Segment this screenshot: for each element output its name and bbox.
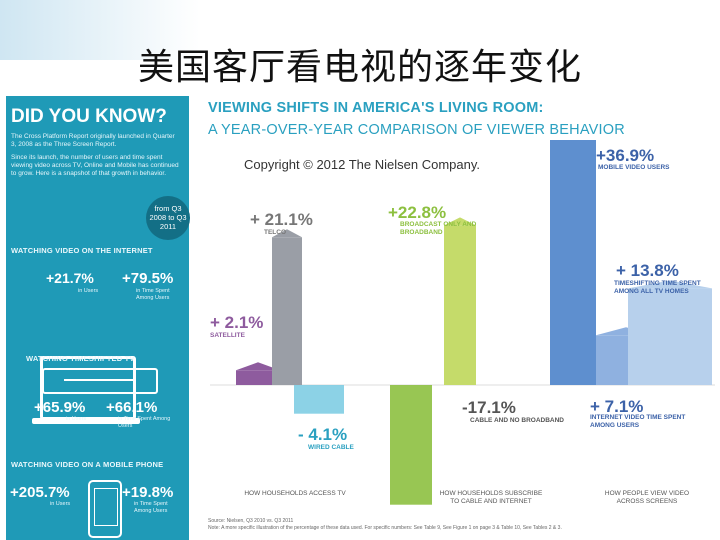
source-note: Source: Nielsen, Q3 2010 vs. Q3 2011 Not…	[208, 518, 708, 532]
value-label-2-1: + 7.1%	[590, 397, 644, 416]
bar-roof-1-1	[444, 217, 476, 226]
note-text: Note: A more specific illustration of th…	[208, 525, 562, 531]
mobile-users-label: in Users	[50, 501, 71, 507]
timeshift-users-value: +65.9%	[34, 399, 86, 416]
bar-0-0	[236, 370, 280, 385]
panel-intro: The Cross Platform Report originally lau…	[11, 133, 179, 183]
value-label-0-2: - 4.1%	[298, 425, 348, 444]
value-label-1-0: -17.1%	[462, 398, 516, 417]
slide-title: 美国客厅看电视的逐年变化	[137, 47, 582, 88]
internet-time-value: +79.5%	[122, 270, 174, 287]
group-label-0: HOW HOUSEHOLDS ACCESS TV	[244, 490, 346, 497]
viewing-shifts-chart	[210, 140, 715, 505]
value-label-0-0: + 2.1%	[210, 313, 264, 332]
bar-roof-2-2	[628, 280, 712, 289]
internet-users-value: +21.7%	[46, 270, 94, 286]
bar-0-2	[294, 385, 344, 414]
laptop-base-icon	[32, 418, 140, 424]
copyright-notice: Copyright © 2012 The Nielsen Company.	[244, 157, 480, 172]
caption-0-1: TELCO	[264, 229, 287, 236]
corner-decoration	[0, 0, 200, 60]
group-label-1: HOW HOUSEHOLDS SUBSCRIBE TO CABLE AND IN…	[439, 490, 543, 505]
bar-roof-0-0	[236, 362, 280, 371]
timeshift-users-label: in Users	[66, 416, 87, 422]
chart-title: VIEWING SHIFTS IN AMERICA'S LIVING ROOM:	[208, 100, 544, 116]
section-title-mobile: WATCHING VIDEO ON A MOBILE PHONE	[11, 460, 164, 469]
bar-0-1	[272, 237, 302, 385]
value-label-2-0: +36.9%	[596, 146, 655, 165]
caption-1-0: CABLE AND NO BROADBAND	[470, 417, 565, 424]
source-text: Source: Nielsen, Q3 2010 vs. Q3 2011	[208, 518, 294, 524]
bar-2-0	[550, 140, 596, 385]
bar-2-2	[628, 288, 712, 385]
caption-0-2: WIRED CABLE	[308, 444, 354, 451]
caption-0-0: SATELLITE	[210, 332, 245, 339]
timeshift-time-value: +66.1%	[106, 399, 158, 416]
section-title-timeshifted: WATCHING TIMESHIFTED TV	[26, 354, 135, 363]
caption-1-1: BROADCAST ONLY AND BROADBAND	[400, 221, 477, 236]
caption-2-1: INTERNET VIDEO TIME SPENT AMONG USERS	[590, 414, 686, 429]
panel-heading: DID YOU KNOW?	[11, 106, 167, 127]
did-you-know-panel: DID YOU KNOW? The Cross Platform Report …	[6, 96, 190, 540]
timeshift-time-label: in Time Spent Among Users	[118, 416, 171, 429]
chart-subtitle: A YEAR-OVER-YEAR COMPARISON OF VIEWER BE…	[208, 122, 625, 138]
value-label-2-2: + 13.8%	[616, 261, 679, 280]
mobile-time-label: in Time Spent Among Users	[134, 501, 168, 514]
dvr-icon	[42, 368, 158, 394]
bar-roof-0-1	[272, 229, 302, 238]
bar-1-1	[444, 225, 476, 385]
intro-paragraph-1: The Cross Platform Report originally lau…	[11, 133, 175, 148]
intro-paragraph-2: Since its launch, the number of users an…	[11, 154, 179, 177]
period-badge: from Q3 2008 to Q3 2011	[146, 196, 190, 240]
group-label-2: HOW PEOPLE VIEW VIDEO ACROSS SCREENS	[604, 490, 690, 505]
mobile-users-value: +205.7%	[10, 484, 70, 501]
phone-icon	[88, 480, 122, 538]
caption-2-0: MOBILE VIDEO USERS	[598, 164, 670, 171]
section-title-internet: WATCHING VIDEO ON THE INTERNET	[11, 246, 153, 255]
value-label-0-1: + 21.1%	[250, 210, 313, 229]
internet-time-label: in Time Spent Among Users	[136, 288, 170, 301]
mobile-time-value: +19.8%	[122, 484, 174, 501]
caption-2-2: TIMESHIFTING TIME SPENT AMONG ALL TV HOM…	[614, 280, 701, 295]
bar-1-0	[390, 385, 432, 505]
internet-users-label: in Users	[78, 288, 99, 294]
value-label-1-1: +22.8%	[388, 203, 447, 222]
